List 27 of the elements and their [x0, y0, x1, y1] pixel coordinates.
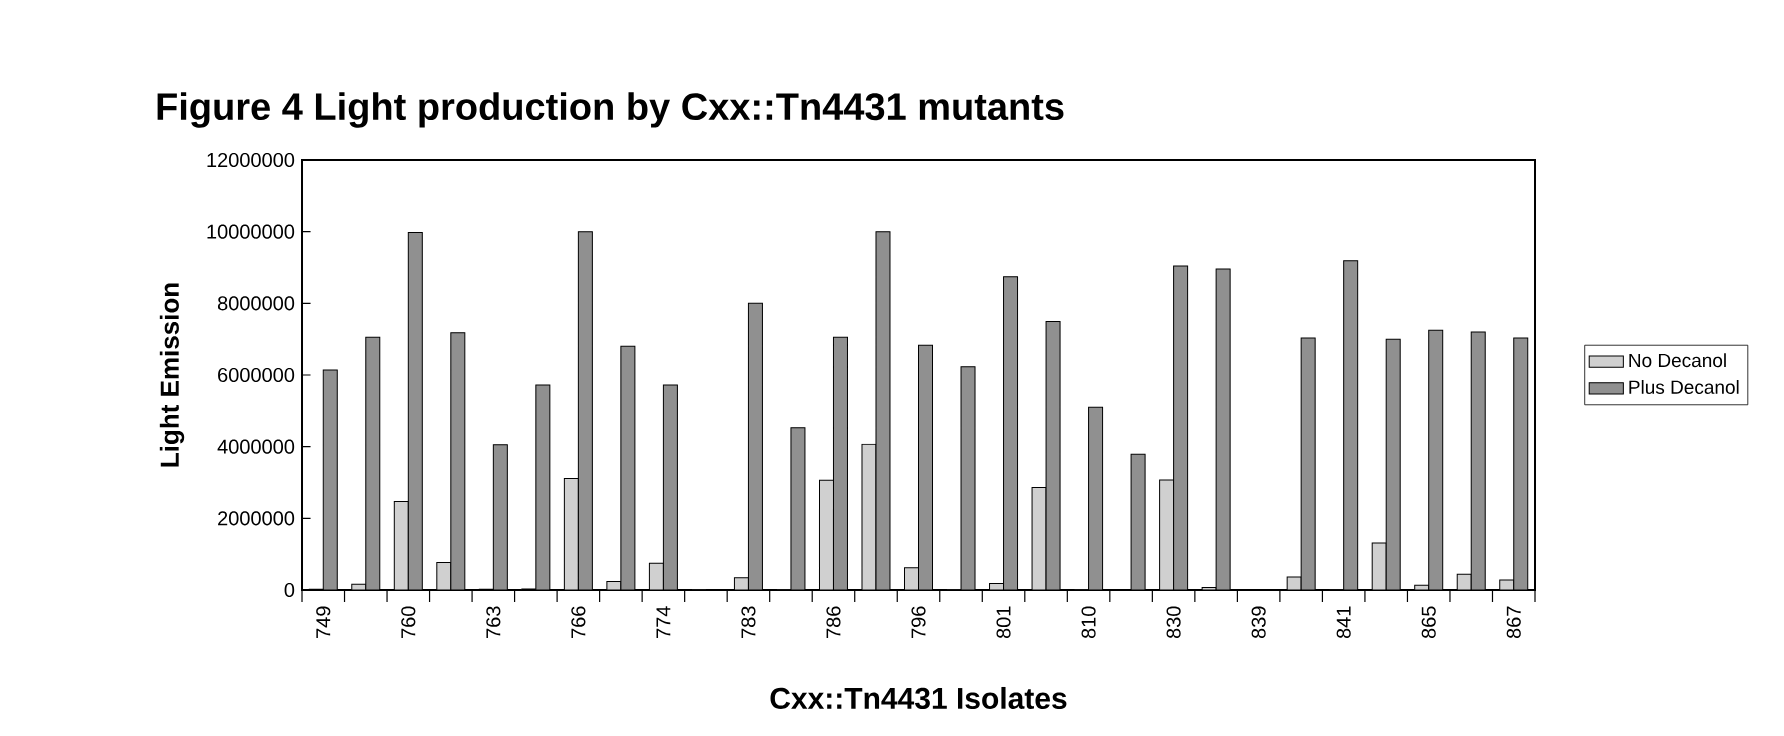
y-tick-label: 12000000 — [207, 152, 295, 168]
legend-label: Plus Decanol — [1629, 380, 1739, 394]
x-tick-label: 839 — [1251, 606, 1266, 639]
x-tick-label: 763 — [486, 606, 501, 638]
x-tick-label: 783 — [741, 606, 756, 638]
x-tick-label: 766 — [571, 606, 586, 638]
y-tick-label: 0 — [284, 582, 295, 598]
x-tick-label: 841 — [1336, 606, 1351, 639]
x-tick-label: 796 — [911, 606, 926, 638]
x-tick-label: 774 — [656, 606, 671, 638]
y-tick-label: 4000000 — [217, 439, 295, 454]
x-tick-label: 760 — [401, 606, 416, 638]
x-tick-label: 749 — [316, 606, 331, 638]
y-tick-label: 8000000 — [217, 296, 295, 311]
x-tick-label: 801 — [996, 606, 1011, 639]
x-tick-label: 786 — [826, 606, 841, 638]
chart-title: Figure 4 Light production by Cxx::Tn4431 mutants — [157, 92, 1064, 128]
x-tick-label: 867 — [1506, 606, 1521, 639]
legend-label: No Decanol — [1629, 353, 1726, 368]
y-tick-label: 2000000 — [218, 511, 295, 526]
x-tick-label: 810 — [1081, 606, 1096, 639]
y-axis-title: Light Emission — [159, 283, 185, 467]
x-tick-label: 830 — [1166, 606, 1181, 639]
y-tick-label: 6000000 — [218, 367, 295, 383]
x-tick-label: 865 — [1421, 606, 1436, 639]
y-tick-label: 10000000 — [207, 224, 295, 239]
x-axis-title: Cxx::Tn4431 Isolates — [770, 686, 1067, 710]
